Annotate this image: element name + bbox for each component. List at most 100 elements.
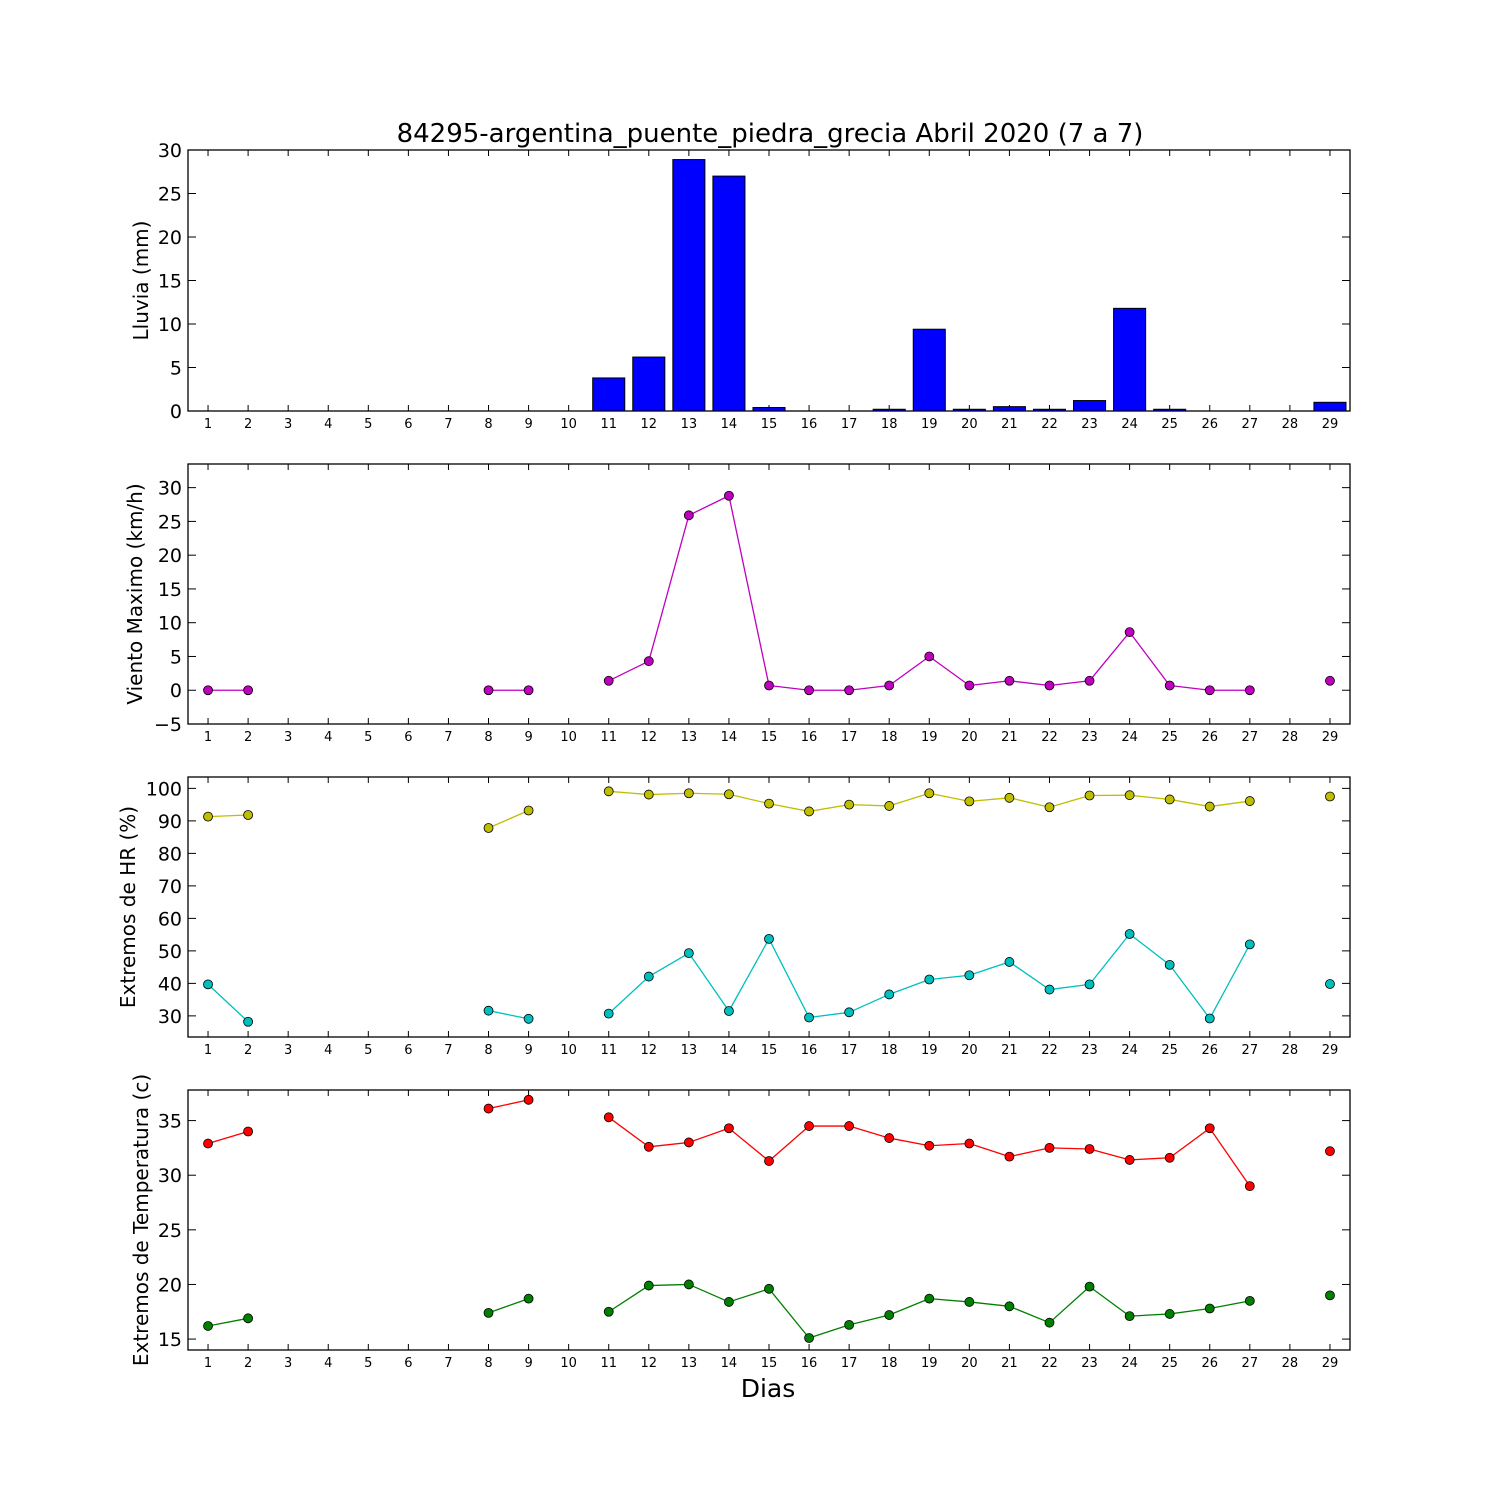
series-1-line xyxy=(1049,1147,1090,1150)
series-2-point xyxy=(724,1006,734,1016)
x-tick-label: 17 xyxy=(841,1356,858,1371)
series-1-point xyxy=(924,1140,935,1151)
series-2-line xyxy=(1009,1305,1050,1324)
series-1-line xyxy=(1209,800,1250,808)
series-1-line xyxy=(1129,631,1171,686)
series-1-point xyxy=(483,823,494,833)
series-2-point xyxy=(804,1333,814,1343)
x-tick-label: 3 xyxy=(284,417,292,432)
x-tick-label: 4 xyxy=(324,1043,332,1058)
bar xyxy=(752,407,786,412)
x-tick-label: 29 xyxy=(1322,1043,1339,1058)
series-2-point xyxy=(1044,1317,1055,1328)
series-2-line xyxy=(768,938,810,1018)
series-1-line xyxy=(889,792,930,807)
series-1-line xyxy=(929,792,970,803)
series-1-point xyxy=(1164,794,1175,805)
y-tick-label: −5 xyxy=(154,714,182,736)
y-tick-label: 25 xyxy=(158,1220,182,1242)
x-tick-label: 4 xyxy=(324,417,332,432)
x-tick-label: 4 xyxy=(324,1356,332,1371)
x-tick-label: 17 xyxy=(841,730,858,745)
x-tick-label: 26 xyxy=(1201,1356,1218,1371)
x-tick-label: 27 xyxy=(1242,730,1259,745)
series-2-line xyxy=(688,1283,730,1303)
series-1-point xyxy=(523,805,534,816)
y-tick-label: 10 xyxy=(158,314,182,336)
y-tick-label: 35 xyxy=(158,1111,182,1133)
series-1-point xyxy=(1044,1142,1055,1153)
y-tick-label: 5 xyxy=(170,646,182,668)
x-tick-label: 20 xyxy=(961,730,978,745)
series-1-point xyxy=(844,799,855,810)
x-tick-label: 14 xyxy=(721,730,738,745)
y-axis-label: Extremos de Temperatura (c) xyxy=(129,1074,153,1366)
x-tick-label: 2 xyxy=(244,1043,252,1058)
series-2-line xyxy=(1129,933,1171,966)
series-1-line xyxy=(488,1099,529,1110)
bar xyxy=(712,175,746,412)
x-tick-label: 7 xyxy=(444,417,452,432)
y-tick-label: 70 xyxy=(158,876,182,898)
series-1-line xyxy=(1169,684,1210,691)
x-tick-label: 27 xyxy=(1242,417,1259,432)
series-1-line xyxy=(1009,680,1050,687)
series-1-line xyxy=(768,684,810,691)
series-1-point xyxy=(844,685,855,696)
series-2-line xyxy=(929,1298,970,1303)
series-2-point xyxy=(884,989,895,1000)
series-1-point xyxy=(203,685,213,696)
x-tick-label: 5 xyxy=(364,1043,372,1058)
x-tick-label: 26 xyxy=(1201,730,1218,745)
x-tick-label: 22 xyxy=(1041,1043,1058,1058)
series-2-line xyxy=(929,974,970,981)
x-tick-label: 11 xyxy=(600,730,617,745)
x-tick-label: 12 xyxy=(641,1043,658,1058)
series-1-point xyxy=(1204,685,1215,696)
series-1-line xyxy=(848,1125,890,1139)
series-1-point xyxy=(683,788,694,799)
series-1-line xyxy=(1209,1127,1251,1187)
y-tick-label: 0 xyxy=(170,401,182,423)
series-1-line xyxy=(1049,680,1090,687)
y-axis-label: Viento Maximo (km/h) xyxy=(123,483,147,704)
series-2-point xyxy=(1124,929,1135,939)
series-1-point xyxy=(964,1138,975,1149)
x-tick-label: 10 xyxy=(560,417,577,432)
series-1-line xyxy=(648,792,689,796)
series-2-line xyxy=(1089,933,1131,985)
series-2-line xyxy=(969,961,1010,976)
y-tick-label: 30 xyxy=(158,140,182,162)
x-tick-label: 14 xyxy=(721,417,738,432)
series-1-point xyxy=(683,510,694,521)
series-2-point xyxy=(683,948,694,959)
series-1-point xyxy=(203,811,213,822)
series-1-line xyxy=(1169,1127,1211,1159)
x-tick-label: 15 xyxy=(761,1043,778,1058)
series-1-line xyxy=(728,1127,770,1162)
series-2-point xyxy=(1044,984,1055,995)
series-1-point xyxy=(1204,1123,1215,1134)
series-2-line xyxy=(1009,961,1050,991)
series-2-point xyxy=(203,1321,213,1331)
series-2-point xyxy=(1084,1281,1095,1292)
series-2-point xyxy=(1004,1301,1015,1312)
y-tick-label: 10 xyxy=(158,613,182,635)
y-tick-label: 60 xyxy=(158,908,182,930)
series-2-line xyxy=(488,1298,529,1314)
x-tick-label: 27 xyxy=(1242,1356,1259,1371)
x-tick-label: 8 xyxy=(484,730,492,745)
bar xyxy=(992,406,1026,412)
x-tick-label: 5 xyxy=(364,730,372,745)
x-tick-label: 1 xyxy=(204,417,212,432)
series-1-point xyxy=(1325,791,1335,802)
x-tick-label: 26 xyxy=(1201,1043,1218,1058)
series-2-line xyxy=(848,1314,890,1326)
series-1-point xyxy=(1004,675,1015,686)
series-1-line xyxy=(1009,1147,1050,1158)
series-2-line xyxy=(728,1288,770,1303)
series-2-line xyxy=(888,1298,930,1316)
x-tick-label: 13 xyxy=(681,730,698,745)
x-tick-label: 24 xyxy=(1121,1356,1138,1371)
